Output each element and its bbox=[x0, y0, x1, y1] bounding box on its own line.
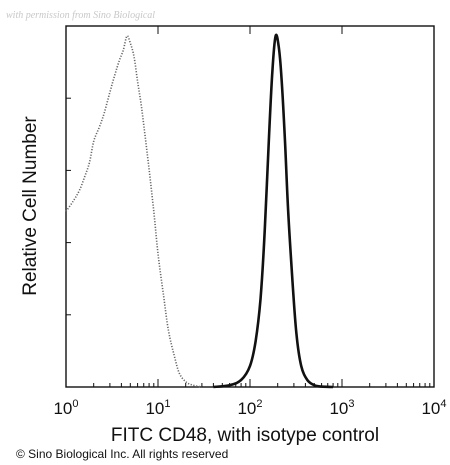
isotype-control-histogram bbox=[65, 35, 203, 388]
x-tick-label: 104 bbox=[421, 398, 446, 418]
plot-frame bbox=[65, 25, 435, 388]
y-axis-title: Relative Cell Number bbox=[20, 116, 41, 296]
x-axis-title: FITC CD48, with isotype control bbox=[111, 425, 379, 446]
x-tick-label: 103 bbox=[329, 398, 354, 418]
copyright-text: © Sino Biological Inc. All rights reserv… bbox=[16, 447, 228, 461]
cd48-histogram bbox=[213, 33, 334, 389]
series-layer bbox=[65, 33, 334, 389]
x-tick-label: 101 bbox=[145, 398, 170, 418]
x-tick-label: 102 bbox=[237, 398, 262, 418]
x-tick-label: 100 bbox=[53, 398, 78, 418]
watermark-text: with permission from Sino Biological bbox=[6, 10, 155, 21]
x-tick-labels: 100 101 102 103 104 bbox=[53, 398, 446, 418]
axis-ticks bbox=[65, 26, 435, 387]
